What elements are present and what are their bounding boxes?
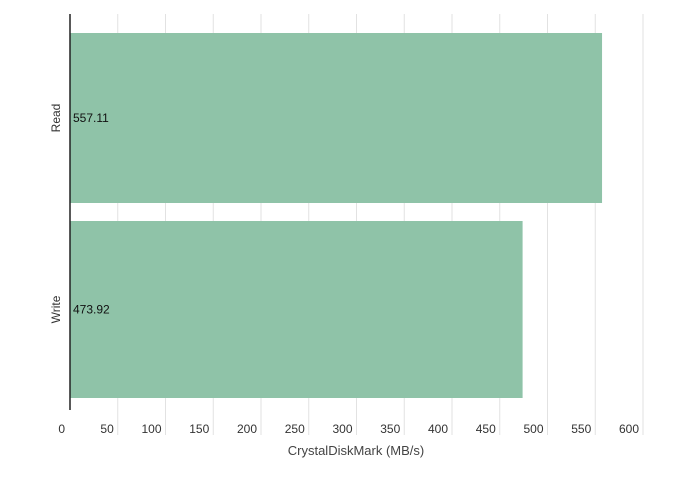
x-tick-label: 550 — [571, 422, 591, 436]
bar-write — [70, 221, 523, 398]
bars — [70, 33, 603, 398]
x-tick-labels: 0 50 100 150 200 250 300 350 400 450 500 550 600 — [58, 422, 639, 436]
bar-read — [70, 33, 603, 203]
x-tick-label: 600 — [619, 422, 639, 436]
x-tick-label: 150 — [189, 422, 209, 436]
x-tick-label: 100 — [141, 422, 161, 436]
category-label-read: Read — [49, 104, 63, 133]
category-label-write: Write — [49, 295, 63, 323]
data-label-read: 557.11 — [73, 111, 109, 125]
x-axis-title: CrystalDiskMark (MB/s) — [288, 443, 425, 458]
data-labels: 557.11 473.92 — [73, 111, 110, 317]
data-label-write: 473.92 — [73, 303, 110, 317]
x-tick-label: 450 — [476, 422, 496, 436]
x-tick-label: 300 — [332, 422, 352, 436]
x-tick-label: 350 — [380, 422, 400, 436]
x-tick-label: 50 — [100, 422, 114, 436]
x-tick-label: 500 — [523, 422, 543, 436]
x-tick-label: 400 — [428, 422, 448, 436]
x-tick-label: 0 — [58, 422, 65, 436]
x-tick-label: 250 — [285, 422, 305, 436]
x-tick-label: 200 — [237, 422, 257, 436]
category-labels: Read Write — [49, 104, 63, 324]
